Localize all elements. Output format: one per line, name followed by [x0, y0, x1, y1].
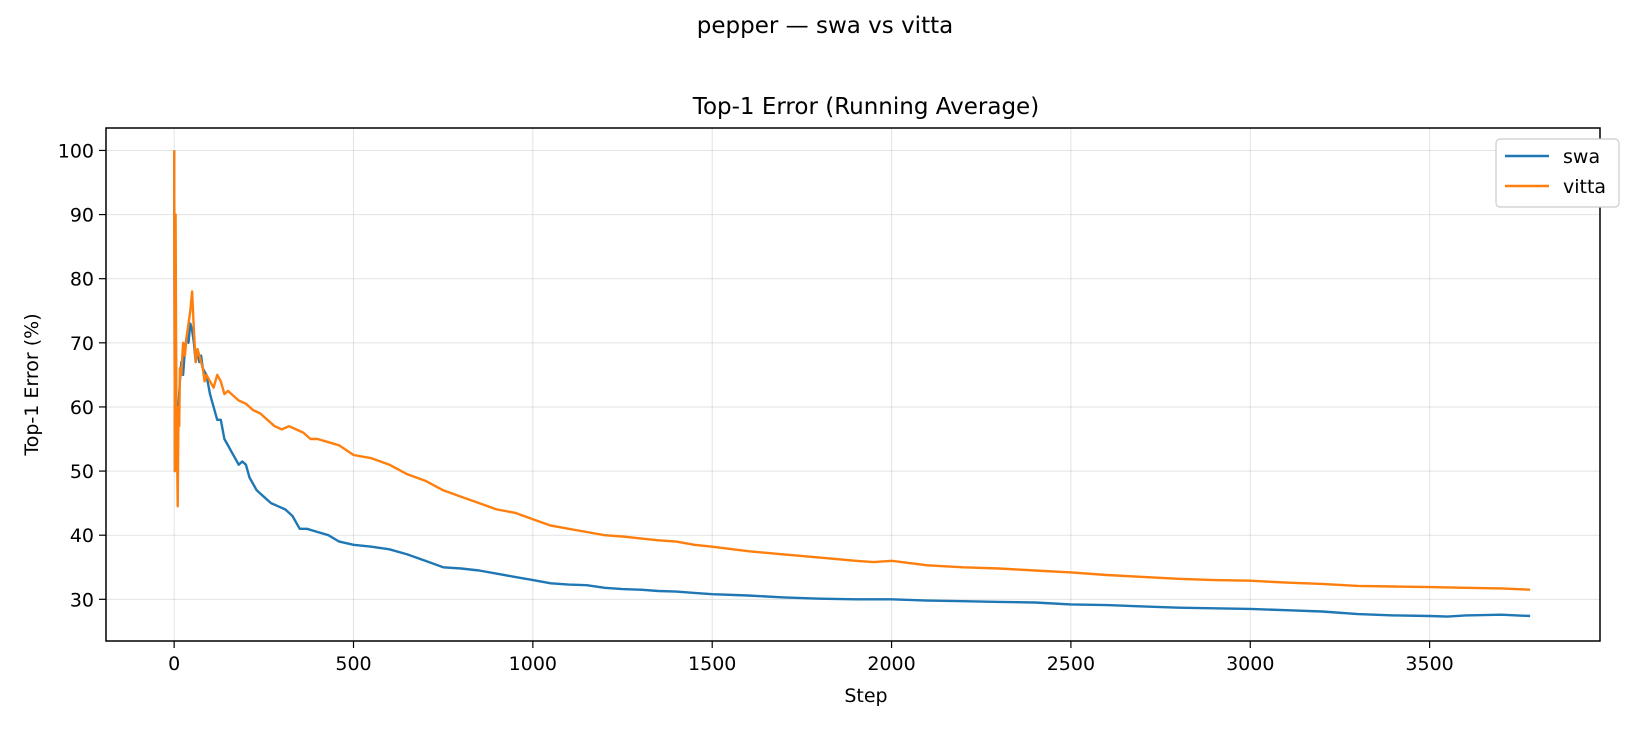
y-tick-label: 90 [70, 205, 94, 227]
legend: swa vitta [1495, 138, 1620, 208]
x-tick-label: 2000 [867, 653, 915, 675]
y-tick-label: 40 [70, 525, 94, 547]
legend-label-vitta: vitta [1563, 176, 1606, 198]
x-tick-label: 2500 [1047, 653, 1095, 675]
plot-frame [105, 127, 1601, 642]
series-lines [173, 150, 1531, 618]
x-axis-label: Step [844, 685, 887, 707]
x-tick-label: 500 [335, 653, 371, 675]
y-tick-label: 30 [70, 589, 94, 611]
x-tick-label: 0 [168, 653, 180, 675]
y-tick-label: 80 [70, 269, 94, 291]
chart-title: Top-1 Error (Running Average) [692, 94, 1039, 120]
y-tick-label: 60 [70, 397, 94, 419]
legend-label-swa: swa [1563, 146, 1600, 168]
x-tick-label: 1000 [509, 653, 557, 675]
y-tick-label: 50 [70, 461, 94, 483]
y-tick-label: 100 [58, 140, 94, 162]
grid-lines [106, 128, 1600, 641]
y-tick-label: 70 [70, 333, 94, 355]
axis-ticks: 0 500 1000 1500 2000 2500 3000 3500 30 40 50 60 70 80… [58, 140, 1454, 675]
x-tick-label: 3500 [1405, 653, 1453, 675]
x-tick-label: 1500 [688, 653, 736, 675]
figure-suptitle: pepper — swa vs vitta [697, 13, 953, 39]
y-axis-label: Top-1 Error (%) [21, 313, 43, 456]
series-line-vitta [173, 150, 1531, 591]
x-tick-label: 3000 [1226, 653, 1274, 675]
